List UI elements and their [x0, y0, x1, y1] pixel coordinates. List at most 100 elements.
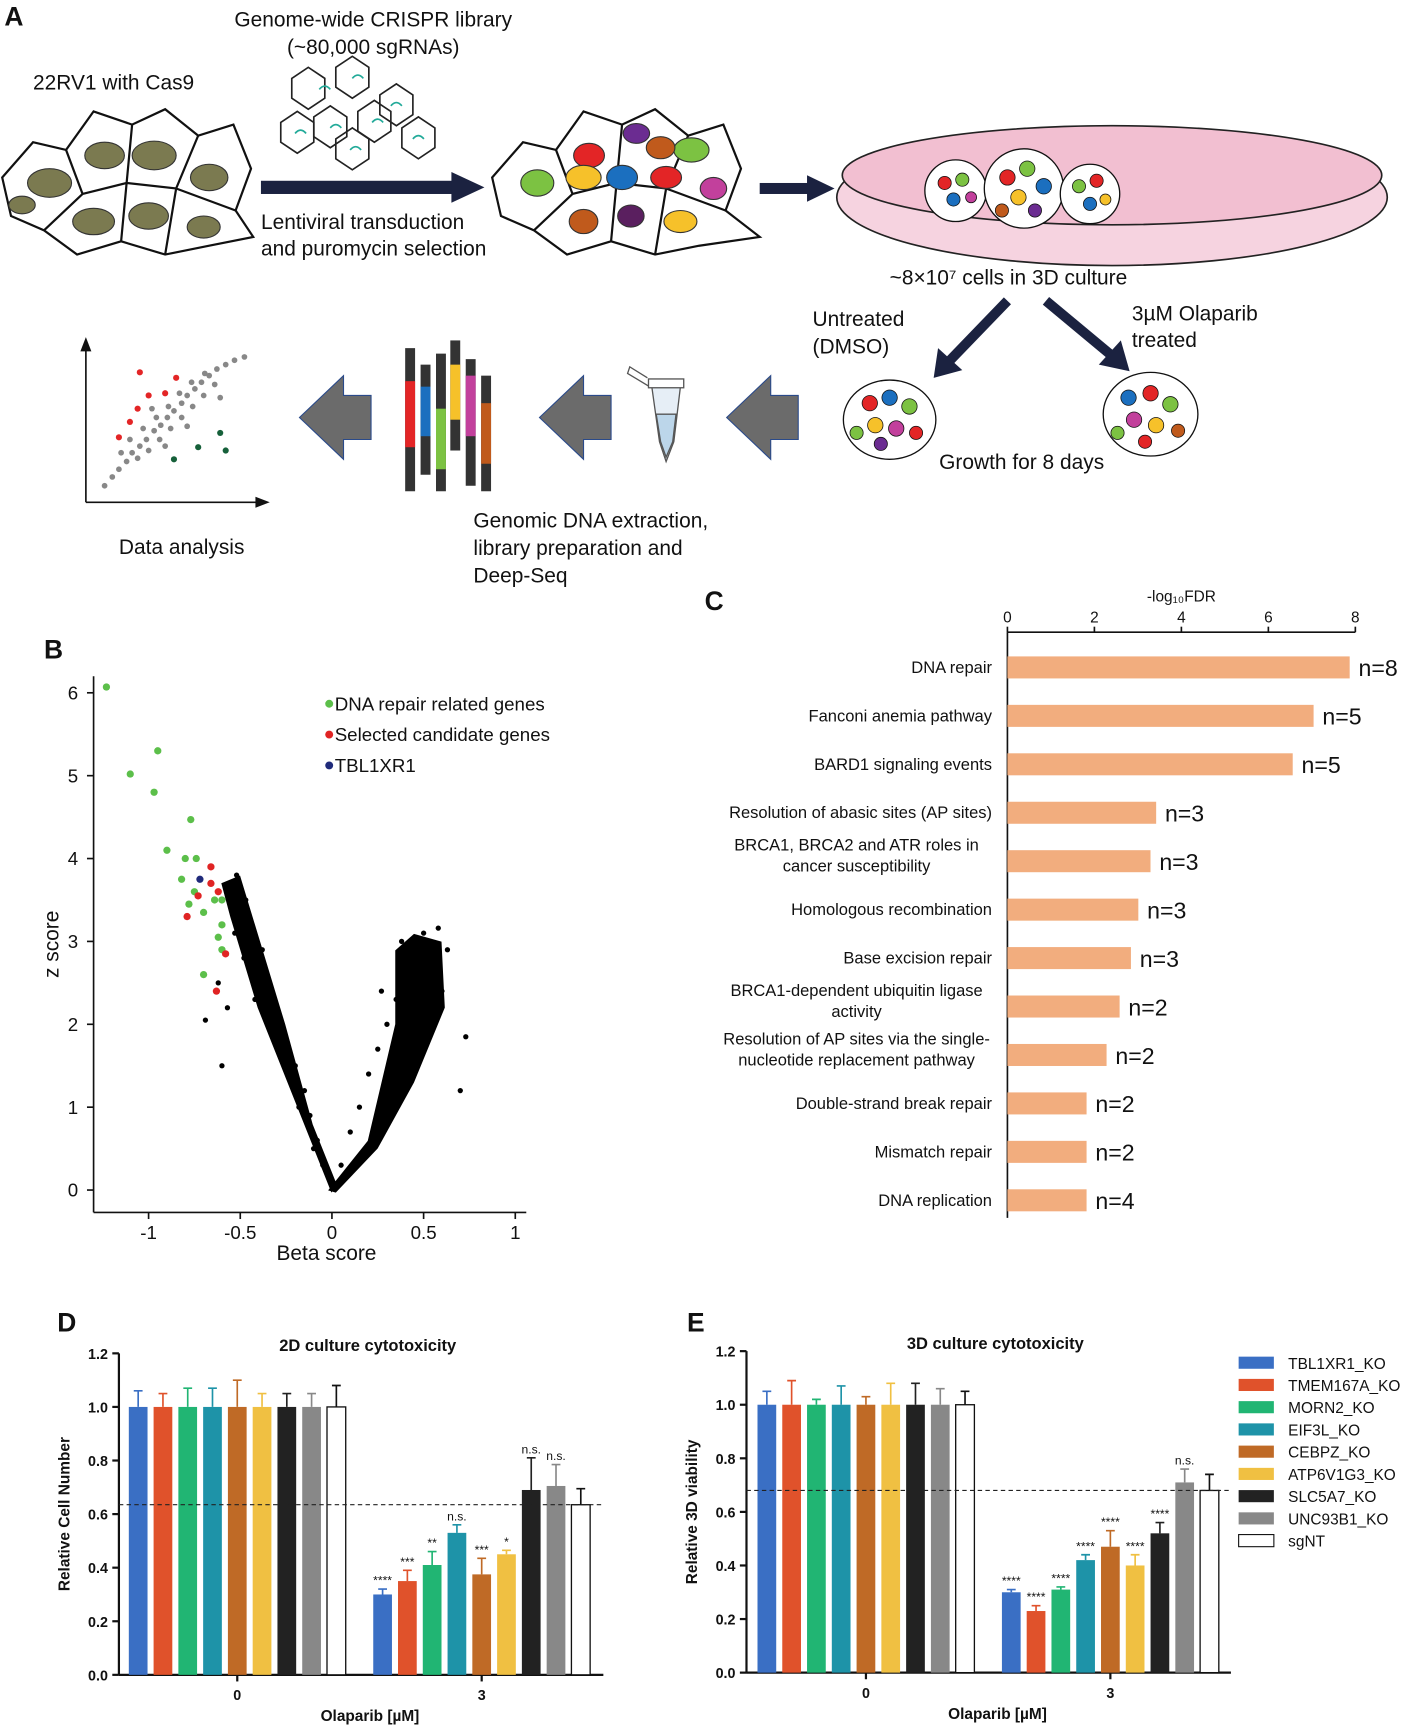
legend-swatch [1238, 1378, 1274, 1392]
legend-marker [325, 761, 334, 770]
bar [1007, 1043, 1107, 1066]
diagram-text: and puromycin selection [261, 238, 486, 261]
bar [1175, 1482, 1195, 1673]
diagram-text: Lentiviral transduction [261, 211, 464, 234]
y-tick-label: 1 [68, 1097, 78, 1118]
bar [1007, 898, 1139, 921]
point [196, 875, 204, 883]
bar [906, 1404, 925, 1673]
bar-annotation: n=2 [1095, 1091, 1134, 1117]
x-tick-label: 0 [233, 1688, 241, 1704]
y-tick-label: 1.0 [88, 1400, 108, 1416]
legend-label: CEBPZ_KO [1288, 1445, 1370, 1462]
legend-label: MORN2_KO [1288, 1400, 1374, 1417]
sequencing-reads [405, 340, 492, 492]
diagram-text: Data analysis [119, 536, 244, 559]
point [246, 938, 253, 945]
point [207, 879, 215, 888]
cell-cluster [490, 107, 763, 256]
point [402, 971, 408, 978]
point [320, 1162, 326, 1168]
point [444, 947, 451, 953]
bar [398, 1581, 417, 1675]
bar [1101, 1546, 1120, 1673]
category-label: Resolution of AP sites via the single- [723, 1031, 990, 1049]
spheroid [842, 371, 1199, 460]
error-bar [208, 1387, 217, 1407]
error-bar [427, 1550, 437, 1565]
point [215, 980, 221, 986]
point [347, 1129, 353, 1135]
tube [626, 365, 685, 464]
panel-label: B [44, 635, 63, 665]
error-bar [257, 1392, 267, 1407]
diagram: Genome-wide CRISPR library (~80,000 sgRN… [1, 9, 1389, 588]
diagram-text: (DMSO) [813, 336, 890, 359]
category-label: nucleotide replacement pathway [738, 1051, 975, 1069]
diagram-text: Deep-Seq [473, 565, 567, 588]
bar [1125, 1565, 1145, 1673]
significance-label: **** [1076, 1539, 1095, 1553]
bar-annotation: n=3 [1147, 897, 1186, 923]
bar [153, 1406, 173, 1675]
bar [1007, 850, 1151, 873]
significance-label: n.s. [546, 1449, 566, 1463]
bar [178, 1406, 198, 1675]
point [378, 988, 385, 994]
x-tick-label: 2 [1090, 609, 1099, 626]
bar-annotation: n=3 [1165, 801, 1204, 827]
x-axis-label: -log₁₀FDR [1147, 588, 1216, 605]
bar [1026, 1611, 1046, 1673]
point [277, 1054, 284, 1061]
error-bar [551, 1463, 561, 1486]
category-label: Resolution of abasic sites (AP sites) [729, 804, 992, 822]
point [126, 770, 134, 778]
point-cloud [221, 875, 445, 1193]
diagram-text: ~8×10⁷ cells in 3D culture [890, 266, 1128, 289]
gray-arrow [298, 374, 799, 461]
y-tick-label: 4 [68, 848, 78, 869]
bar [1076, 1560, 1095, 1673]
category-label: activity [831, 1003, 882, 1021]
y-axis-label: Relative 3D viability [684, 1439, 701, 1584]
point [221, 950, 230, 958]
point [296, 1104, 302, 1110]
y-tick-label: 0 [68, 1180, 78, 1201]
y-tick-label: 2 [68, 1014, 78, 1035]
significance-label: ** [427, 1536, 437, 1550]
diagram-text: Genome-wide CRISPR library [234, 9, 512, 32]
y-tick-label: 0.0 [716, 1666, 736, 1682]
bar [1007, 995, 1120, 1018]
point [181, 854, 189, 863]
error-bar [331, 1384, 341, 1407]
legend-label: TBL1XR1 [335, 755, 416, 776]
legend-swatch [1238, 1534, 1275, 1548]
point [375, 1046, 381, 1052]
y-tick-label: 0.8 [88, 1454, 108, 1470]
error-bar [183, 1387, 193, 1407]
significance-label: *** [475, 1543, 489, 1557]
x-tick-label: 3 [1106, 1686, 1114, 1702]
bar [497, 1554, 516, 1675]
error-bar [232, 1379, 242, 1407]
bar [1199, 1489, 1220, 1674]
y-tick-label: 1.2 [88, 1347, 108, 1363]
bar [1150, 1533, 1170, 1673]
bar [757, 1404, 777, 1673]
point [365, 1071, 372, 1077]
significance-label: **** [1150, 1507, 1169, 1521]
bar-annotation: n=4 [1095, 1188, 1134, 1214]
point [314, 1137, 320, 1143]
bar [326, 1406, 347, 1676]
x-tick-label: -0.5 [224, 1222, 256, 1243]
error-bar [282, 1392, 292, 1407]
x-tick-label: 3 [478, 1688, 486, 1704]
bar-annotation: n=2 [1128, 994, 1167, 1020]
error-bar [402, 1569, 412, 1582]
significance-label: **** [1002, 1574, 1021, 1588]
point [237, 913, 243, 920]
significance-label: n.s. [521, 1442, 541, 1456]
point [338, 1162, 344, 1168]
point [398, 938, 405, 945]
x-tick-label: 0 [1003, 609, 1012, 626]
